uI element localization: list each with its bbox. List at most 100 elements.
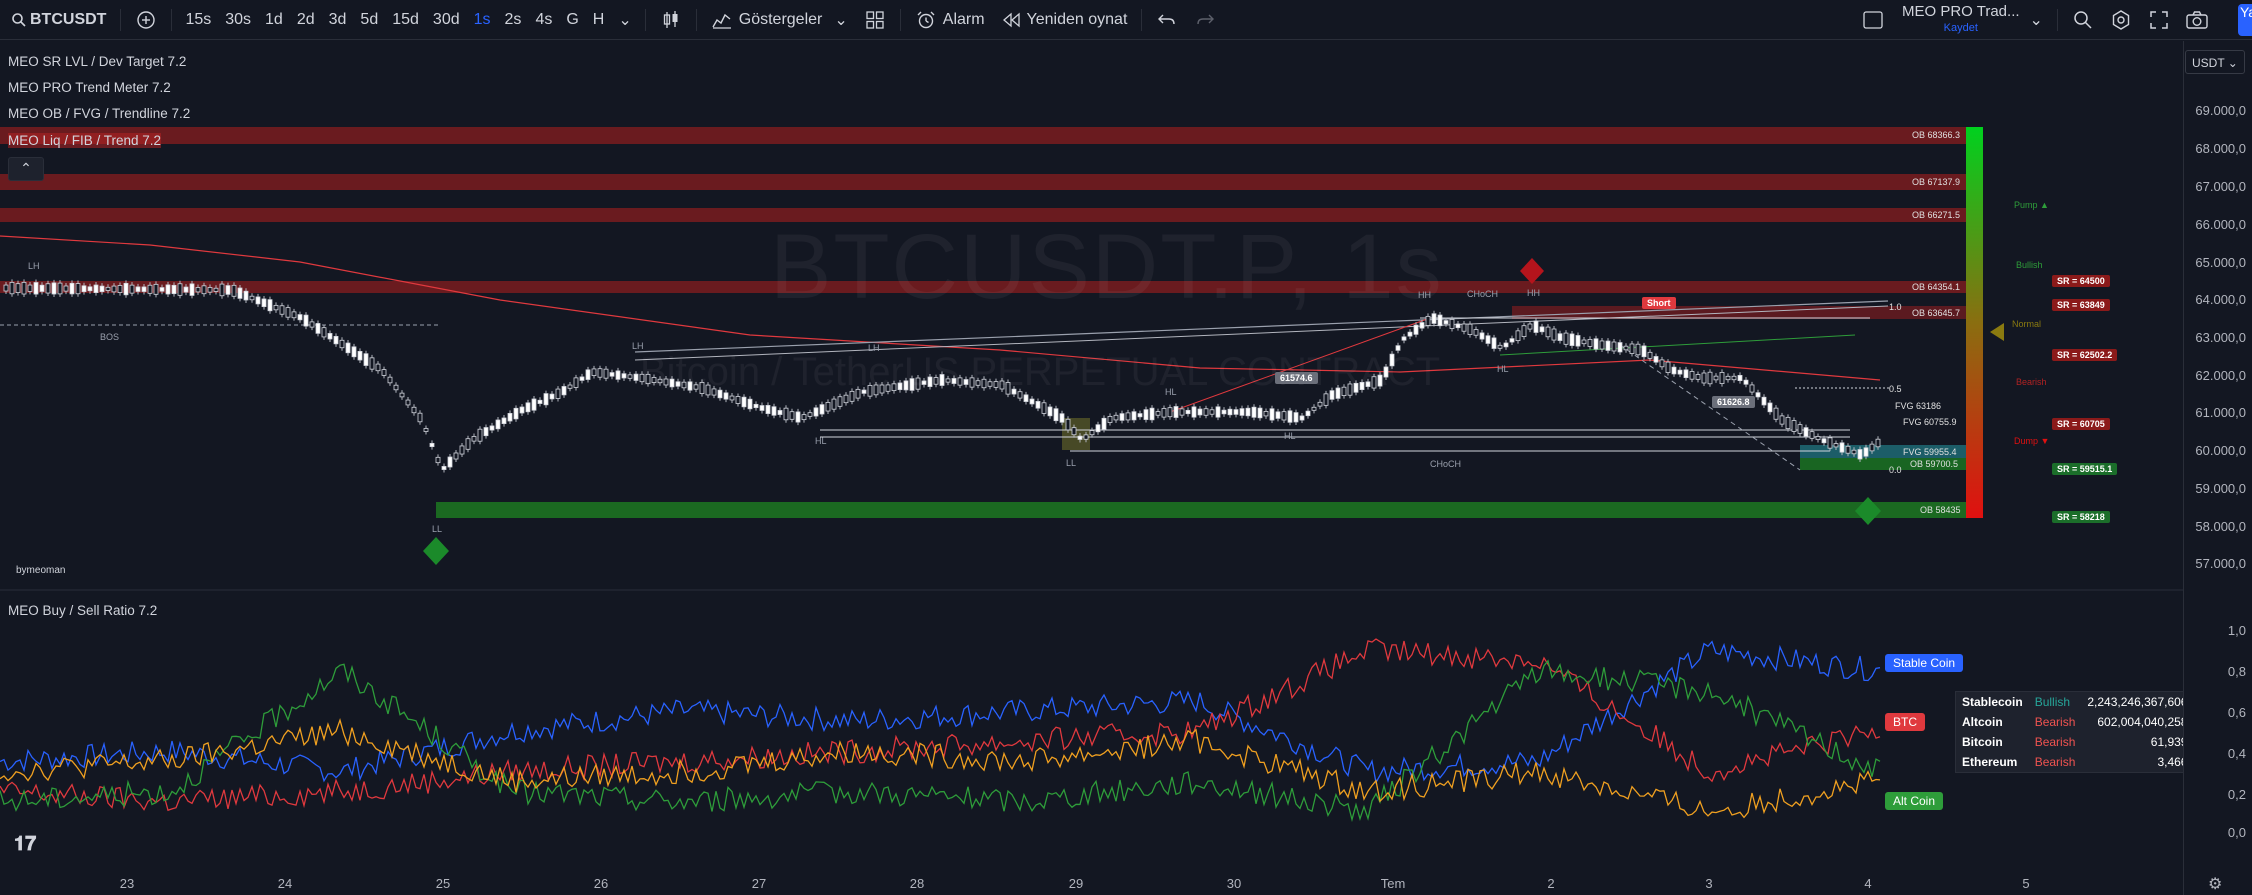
- indicator-label-ob-fvg[interactable]: MEO OB / FVG / Trendline 7.2: [8, 106, 191, 121]
- candle-body: [1479, 332, 1485, 340]
- symbol-watermark: BTCUSDT.P, 1s: [770, 216, 1444, 318]
- short-signal-tag: Short: [1642, 297, 1676, 309]
- undo-button[interactable]: [1148, 0, 1186, 40]
- trend-meter-label: Dump ▼: [2014, 436, 2050, 446]
- timeframe-4s[interactable]: 4s: [535, 10, 553, 28]
- asset-trend: Bearish: [2034, 755, 2076, 769]
- series-badge-alt-coin: Alt Coin: [1885, 792, 1944, 810]
- timeframe-5d[interactable]: 5d: [360, 10, 379, 28]
- replay-button[interactable]: Yeniden oynat: [993, 0, 1136, 40]
- collapse-legend-button[interactable]: ⌃: [8, 157, 44, 181]
- candle-body: [1449, 319, 1455, 329]
- timeframe-2d[interactable]: 2d: [296, 10, 315, 28]
- candle-body: [825, 402, 831, 412]
- timeframe-g[interactable]: G: [566, 10, 579, 28]
- candle-body: [429, 442, 435, 448]
- chart-type-button[interactable]: [652, 0, 690, 40]
- candle-body: [603, 368, 609, 379]
- fullscreen-icon[interactable]: [2148, 9, 2170, 31]
- publish-button[interactable]: Ya: [2238, 4, 2252, 36]
- timeframe-3d[interactable]: 3d: [328, 10, 347, 28]
- candle-body: [1071, 427, 1077, 436]
- candle-body: [99, 285, 105, 293]
- price-tick: 62.000,0: [2195, 368, 2246, 383]
- quote-currency-selector[interactable]: USDT ⌄: [2185, 50, 2245, 74]
- candle-body: [1431, 313, 1437, 324]
- fib-label: 0.5: [1889, 384, 1902, 394]
- chevron-down-icon: ⌄: [618, 11, 632, 29]
- table-row: Ethereum Bearish 3,466.4: [1956, 752, 2204, 773]
- candle-body: [459, 445, 465, 455]
- redo-button[interactable]: [1186, 0, 1224, 40]
- candle-body: [159, 287, 165, 292]
- timeframe-dropdown[interactable]: ⌄: [611, 10, 638, 30]
- templates-button[interactable]: [856, 0, 894, 40]
- candle-body: [795, 411, 801, 423]
- timeframe-1s[interactable]: 1s: [473, 10, 491, 28]
- gear-icon[interactable]: [2110, 9, 2132, 31]
- candle-body: [183, 286, 189, 293]
- candle-body: [1305, 410, 1311, 417]
- replay-label: Yeniden oynat: [1026, 10, 1128, 28]
- timeframe-2s[interactable]: 2s: [504, 10, 522, 28]
- candle-body: [681, 381, 687, 389]
- timeframe-30s[interactable]: 30s: [225, 10, 252, 28]
- sr-level-badge: SR = 62502.2: [2052, 349, 2118, 361]
- candle-body: [1095, 424, 1101, 433]
- candle-body: [567, 384, 573, 389]
- camera-icon[interactable]: [2186, 9, 2208, 31]
- alarm-clock-icon: [915, 9, 937, 31]
- indicator-label-sr-lvl[interactable]: MEO SR LVL / Dev Target 7.2: [8, 54, 187, 69]
- candle-body: [1749, 384, 1755, 393]
- indicator-label-liq-fib[interactable]: MEO Liq / FIB / Trend 7.2: [8, 133, 162, 148]
- timeframe-1d[interactable]: 1d: [265, 10, 283, 28]
- quick-search-icon[interactable]: [2072, 9, 2094, 31]
- timeframe-30d[interactable]: 30d: [432, 10, 460, 28]
- chevron-down-icon[interactable]: ⌄: [2029, 12, 2043, 29]
- candle-body: [1233, 409, 1239, 415]
- structure-tag: LH: [632, 341, 644, 351]
- compare-symbol-button[interactable]: [127, 0, 165, 40]
- candle-body: [627, 374, 633, 379]
- timeframe-15d[interactable]: 15d: [392, 10, 419, 28]
- candle-body: [1827, 437, 1833, 449]
- indicator-label-trend-meter[interactable]: MEO PRO Trend Meter 7.2: [8, 80, 171, 95]
- candle-body: [39, 284, 45, 292]
- price-axis[interactable]: [2183, 41, 2252, 895]
- layout-name-button[interactable]: MEO PRO Trad... Kaydet: [1902, 4, 2020, 36]
- candle-body: [1089, 430, 1095, 436]
- timeframe-15s[interactable]: 15s: [185, 10, 212, 28]
- candle-body: [1551, 328, 1557, 341]
- candle-body: [189, 283, 195, 296]
- candle-body: [615, 370, 621, 380]
- candle-body: [1659, 359, 1665, 368]
- candle-body: [1533, 320, 1539, 333]
- candle-body: [1221, 409, 1227, 415]
- alarm-button[interactable]: Alarm: [907, 0, 993, 40]
- timeframe-h[interactable]: H: [592, 10, 605, 28]
- candle-body: [345, 342, 351, 354]
- chart-canvas[interactable]: [0, 41, 2252, 895]
- candle-body: [1707, 371, 1713, 385]
- candle-body: [693, 384, 699, 390]
- candle-body: [327, 333, 333, 340]
- candle-body: [1569, 333, 1575, 346]
- candle-body: [717, 389, 723, 399]
- indicators-button[interactable]: Göstergeler ⌄: [703, 0, 856, 40]
- candle-body: [915, 377, 921, 390]
- window-icon[interactable]: [1862, 9, 1884, 31]
- indicator-label-buy-sell[interactable]: MEO Buy / Sell Ratio 7.2: [8, 603, 158, 618]
- top-toolbar: BTCUSDT 15s 30s 1d 2d 3d 5d 15d 30d 1s 2…: [0, 0, 2252, 40]
- candle-body: [387, 376, 393, 384]
- time-tick: 5: [2022, 876, 2030, 891]
- chart-settings-icon[interactable]: ⚙: [2208, 876, 2223, 893]
- candle-body: [147, 284, 153, 294]
- candle-body: [1395, 345, 1401, 351]
- candle-body: [1155, 411, 1161, 416]
- candle-body: [1815, 436, 1821, 440]
- asset-value: 602,004,040,258.0: [2097, 715, 2198, 729]
- tradingview-logo[interactable]: 𝟏𝟕: [14, 833, 37, 855]
- symbol-search-button[interactable]: BTCUSDT: [0, 0, 114, 40]
- candle-body: [1029, 398, 1035, 405]
- candle-body: [9, 281, 15, 295]
